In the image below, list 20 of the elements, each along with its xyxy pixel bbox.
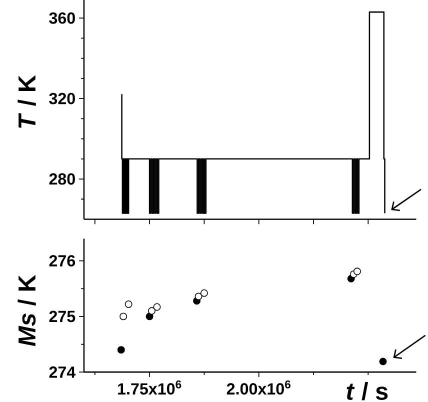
y-tick-label: 276 xyxy=(49,255,76,266)
point xyxy=(153,303,161,311)
point xyxy=(194,292,202,300)
x-axis-title: t / s xyxy=(346,382,388,400)
y-axis-title: T / K xyxy=(18,75,36,128)
y-tick-label: 274 xyxy=(49,366,76,378)
point xyxy=(148,307,156,315)
y-axis-title: Ms / K xyxy=(18,274,36,346)
point xyxy=(200,289,208,297)
x-tick-label: 2.00x10$^{6}$ xyxy=(226,380,290,394)
y-tick-label: 320 xyxy=(49,92,75,104)
y-tick-label: 360 xyxy=(49,12,75,24)
point xyxy=(353,268,361,276)
x-tick-label: 1.75x10$^{6}$ xyxy=(118,380,182,394)
point xyxy=(117,346,125,354)
y-tick-label: 275 xyxy=(49,310,76,322)
y-tick-label: 280 xyxy=(49,173,75,185)
point xyxy=(379,358,387,366)
point xyxy=(120,312,128,320)
point xyxy=(124,300,132,308)
